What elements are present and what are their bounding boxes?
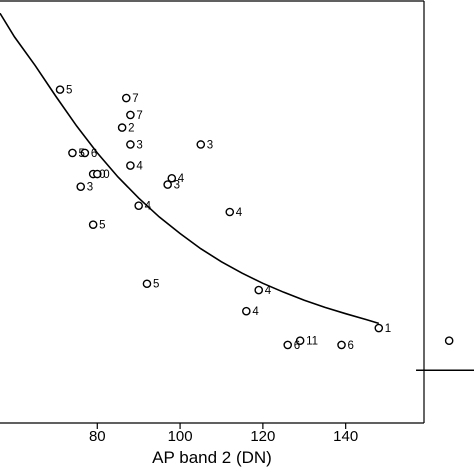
point-label-4: 3 <box>136 139 142 151</box>
point-label-1: 7 <box>132 93 138 105</box>
point-label-13: 3 <box>87 182 93 194</box>
point-label-16: 5 <box>99 220 105 232</box>
data-point-6 <box>68 148 77 158</box>
data-point-7 <box>80 148 90 158</box>
point-label-6: 5 <box>78 148 84 160</box>
point-label-21: 11 <box>306 336 318 348</box>
point-label-11: 4 <box>178 173 185 185</box>
point-label-5: 3 <box>207 139 213 151</box>
data-point-12 <box>163 180 172 189</box>
point-label-0: 5 <box>66 85 72 97</box>
point-label-12: 3 <box>174 180 180 192</box>
data-point-18 <box>254 285 264 295</box>
data-point-21 <box>295 336 305 346</box>
x-axis-ticks <box>96 423 347 429</box>
data-point-14 <box>134 201 143 210</box>
data-point-0 <box>55 85 65 94</box>
point-label-17: 5 <box>153 279 159 291</box>
data-point-13 <box>76 182 86 191</box>
data-points <box>55 85 454 350</box>
data-point-1 <box>121 93 131 103</box>
point-label-22: 6 <box>294 340 300 352</box>
data-point-20 <box>374 323 384 333</box>
data-point-2 <box>126 110 135 120</box>
point-label-7: 6 <box>91 148 97 160</box>
point-label-14: 4 <box>145 201 152 213</box>
data-point-4 <box>126 140 135 149</box>
data-point-8 <box>126 161 135 170</box>
data-point-22 <box>283 340 293 350</box>
point-label-2: 7 <box>136 110 142 122</box>
x-tick-label-140: 140 <box>333 428 358 445</box>
fit-curve-line <box>0 12 380 325</box>
point-label-18: 4 <box>265 285 272 297</box>
data-point-17 <box>142 279 152 289</box>
data-point-24 <box>444 336 454 346</box>
data-point-10 <box>92 169 102 179</box>
data-point-19 <box>242 306 251 316</box>
x-axis-tick-labels: 80 100 120 140 <box>89 428 358 445</box>
x-tick-label-120: 120 <box>250 428 275 445</box>
x-tick-label-80: 80 <box>89 428 106 445</box>
data-point-3 <box>117 123 127 132</box>
data-point-23 <box>337 340 346 350</box>
point-label-15: 4 <box>236 207 243 219</box>
x-axis-title: AP band 2 (DN) <box>152 448 272 467</box>
point-label-8: 4 <box>136 161 143 173</box>
point-label-3: 2 <box>128 123 134 135</box>
point-label-10: 0 <box>103 169 109 181</box>
point-label-23: 6 <box>348 340 354 352</box>
data-point-11 <box>167 173 177 183</box>
data-point-5 <box>196 140 206 149</box>
x-tick-label-100: 100 <box>168 428 193 445</box>
data-point-16 <box>88 220 98 229</box>
point-label-9: 0 <box>99 169 105 181</box>
point-label-20: 1 <box>385 323 391 335</box>
data-point-15 <box>225 207 235 217</box>
point-label-19: 4 <box>252 306 259 318</box>
